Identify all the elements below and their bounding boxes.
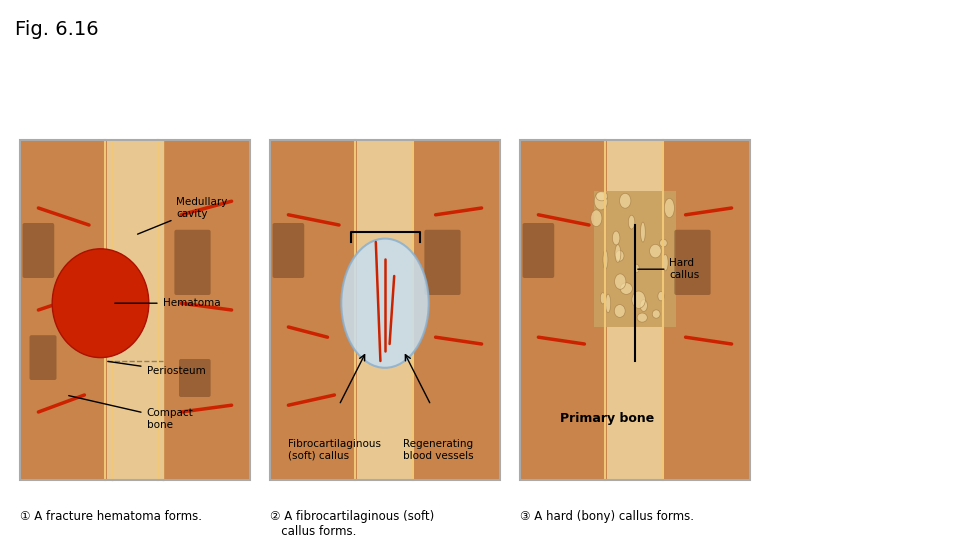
Text: Fibrocartilaginous
(soft) callus: Fibrocartilaginous (soft) callus [288, 439, 381, 461]
Ellipse shape [600, 293, 606, 304]
Text: Periosteum: Periosteum [108, 361, 205, 376]
FancyBboxPatch shape [674, 230, 710, 295]
Ellipse shape [606, 294, 611, 313]
Text: Fig. 6.16: Fig. 6.16 [15, 20, 99, 39]
FancyBboxPatch shape [608, 140, 662, 480]
Ellipse shape [614, 274, 626, 289]
FancyBboxPatch shape [273, 223, 304, 278]
FancyBboxPatch shape [413, 140, 500, 480]
Ellipse shape [615, 251, 624, 261]
Ellipse shape [590, 210, 602, 227]
Ellipse shape [52, 249, 149, 357]
Ellipse shape [637, 313, 647, 322]
Ellipse shape [614, 305, 625, 318]
FancyBboxPatch shape [270, 140, 500, 480]
FancyBboxPatch shape [179, 359, 210, 397]
FancyBboxPatch shape [593, 191, 677, 327]
Text: Hematoma: Hematoma [115, 298, 220, 308]
Text: ② A fibrocartilaginous (soft)
   callus forms.: ② A fibrocartilaginous (soft) callus for… [270, 510, 434, 538]
FancyBboxPatch shape [424, 230, 461, 295]
FancyBboxPatch shape [23, 223, 54, 278]
Ellipse shape [594, 192, 608, 210]
Ellipse shape [629, 215, 635, 229]
Ellipse shape [612, 231, 620, 245]
Ellipse shape [342, 239, 429, 368]
FancyBboxPatch shape [20, 140, 108, 480]
Ellipse shape [650, 244, 661, 258]
FancyBboxPatch shape [162, 140, 250, 480]
FancyBboxPatch shape [108, 140, 162, 480]
FancyBboxPatch shape [30, 335, 57, 380]
Text: ③ A hard (bony) callus forms.: ③ A hard (bony) callus forms. [520, 510, 694, 523]
Ellipse shape [619, 193, 631, 208]
Text: Hard
callus: Hard callus [637, 259, 700, 280]
Ellipse shape [662, 254, 668, 271]
Ellipse shape [620, 283, 633, 294]
Ellipse shape [652, 310, 660, 318]
FancyBboxPatch shape [520, 140, 608, 480]
FancyBboxPatch shape [662, 140, 750, 480]
Text: Primary bone: Primary bone [561, 412, 655, 425]
Ellipse shape [640, 300, 647, 312]
Ellipse shape [615, 245, 621, 262]
Ellipse shape [664, 198, 675, 218]
Ellipse shape [635, 264, 639, 273]
Ellipse shape [596, 191, 608, 201]
FancyBboxPatch shape [20, 140, 250, 480]
Ellipse shape [658, 292, 664, 301]
Ellipse shape [640, 222, 645, 242]
FancyBboxPatch shape [357, 140, 413, 480]
Text: Compact
bone: Compact bone [69, 396, 193, 430]
Text: Regenerating
blood vessels: Regenerating blood vessels [403, 439, 474, 461]
Text: Medullary
cavity: Medullary cavity [137, 197, 228, 234]
FancyBboxPatch shape [520, 140, 750, 480]
Ellipse shape [660, 239, 667, 247]
FancyBboxPatch shape [522, 223, 554, 278]
FancyBboxPatch shape [270, 140, 357, 480]
Ellipse shape [603, 250, 608, 269]
FancyBboxPatch shape [175, 230, 210, 295]
Ellipse shape [632, 291, 645, 308]
Text: ① A fracture hematoma forms.: ① A fracture hematoma forms. [20, 510, 202, 523]
